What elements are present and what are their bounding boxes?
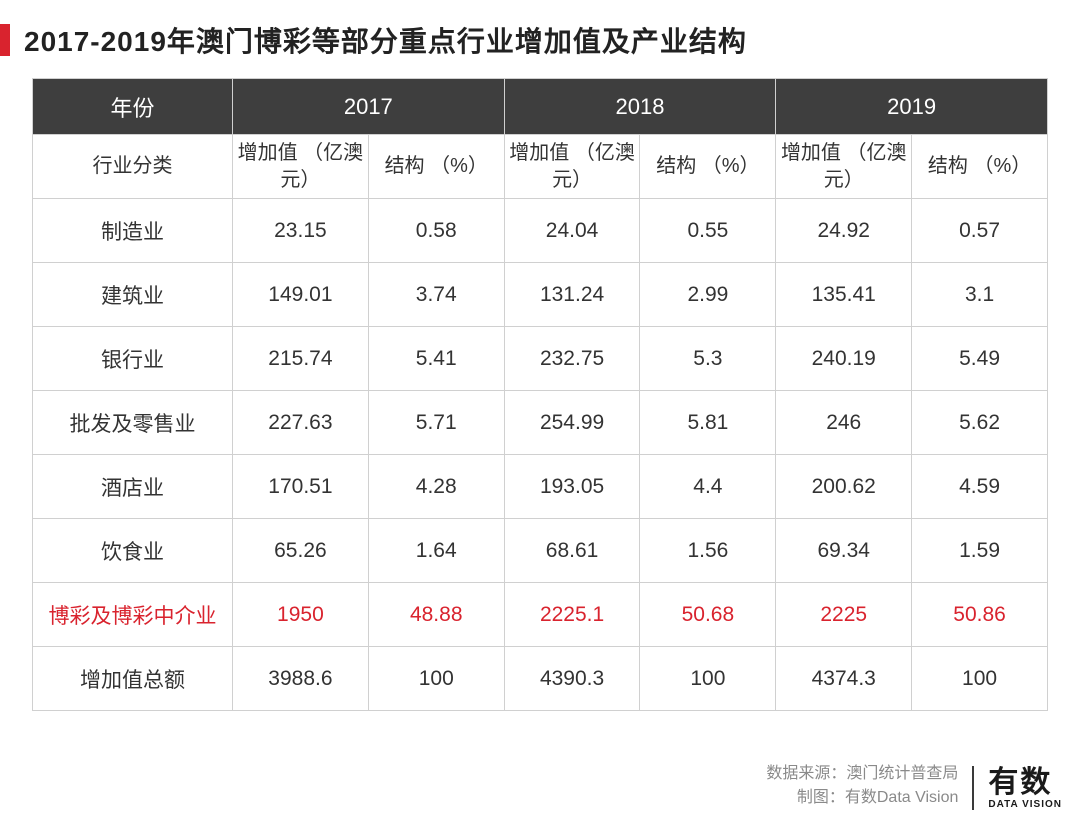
cell: 4390.3 [504, 647, 640, 711]
cell: 48.88 [368, 583, 504, 647]
sub-col-1: 结构 （%） [368, 135, 504, 199]
row-label: 银行业 [33, 327, 233, 391]
cell: 240.19 [776, 327, 912, 391]
cell: 23.15 [233, 199, 369, 263]
header-row: 年份 2017 2018 2019 [33, 79, 1048, 135]
cell: 1.59 [912, 519, 1048, 583]
table-row: 制造业23.150.5824.040.5524.920.57 [33, 199, 1048, 263]
row-label: 饮食业 [33, 519, 233, 583]
industry-table: 年份 2017 2018 2019 行业分类 增加值 （亿澳元） 结构 （%） … [32, 78, 1048, 711]
header-year-2: 2019 [776, 79, 1048, 135]
cell: 232.75 [504, 327, 640, 391]
cell: 3988.6 [233, 647, 369, 711]
footer-text: 数据来源：澳门统计普查局 制图：有数Data Vision [766, 762, 958, 810]
cell: 0.57 [912, 199, 1048, 263]
logo: 有数 DATA VISION [988, 768, 1062, 810]
cell: 100 [912, 647, 1048, 711]
sub-col-0: 增加值 （亿澳元） [233, 135, 369, 199]
cell: 2.99 [640, 263, 776, 327]
title-bar: 2017-2019年澳门博彩等部分重点行业增加值及产业结构 [0, 0, 1080, 78]
table-row: 银行业215.745.41232.755.3240.195.49 [33, 327, 1048, 391]
cell: 100 [368, 647, 504, 711]
cell: 0.58 [368, 199, 504, 263]
cell: 4.28 [368, 455, 504, 519]
table-row: 建筑业149.013.74131.242.99135.413.1 [33, 263, 1048, 327]
cell: 100 [640, 647, 776, 711]
cell: 3.1 [912, 263, 1048, 327]
header-year-label: 年份 [33, 79, 233, 135]
cell: 5.81 [640, 391, 776, 455]
cell: 3.74 [368, 263, 504, 327]
cell: 5.41 [368, 327, 504, 391]
cell: 193.05 [504, 455, 640, 519]
table-row: 酒店业170.514.28193.054.4200.624.59 [33, 455, 1048, 519]
header-year-1: 2018 [504, 79, 776, 135]
cell: 24.04 [504, 199, 640, 263]
cell: 170.51 [233, 455, 369, 519]
cell: 24.92 [776, 199, 912, 263]
sub-header-row: 行业分类 增加值 （亿澳元） 结构 （%） 增加值 （亿澳元） 结构 （%） 增… [33, 135, 1048, 199]
sub-col-5: 结构 （%） [912, 135, 1048, 199]
cell: 50.68 [640, 583, 776, 647]
table-container: 年份 2017 2018 2019 行业分类 增加值 （亿澳元） 结构 （%） … [0, 78, 1080, 711]
cell: 254.99 [504, 391, 640, 455]
cell: 200.62 [776, 455, 912, 519]
cell: 5.71 [368, 391, 504, 455]
cell: 4.4 [640, 455, 776, 519]
cell: 5.62 [912, 391, 1048, 455]
table-body: 行业分类 增加值 （亿澳元） 结构 （%） 增加值 （亿澳元） 结构 （%） 增… [33, 135, 1048, 711]
sub-header-category: 行业分类 [33, 135, 233, 199]
cell: 1950 [233, 583, 369, 647]
row-label: 酒店业 [33, 455, 233, 519]
cell: 246 [776, 391, 912, 455]
sub-col-2: 增加值 （亿澳元） [504, 135, 640, 199]
cell: 149.01 [233, 263, 369, 327]
cell: 227.63 [233, 391, 369, 455]
source-line: 数据来源：澳门统计普查局 [766, 762, 958, 786]
cell: 2225.1 [504, 583, 640, 647]
cell: 5.3 [640, 327, 776, 391]
cell: 4374.3 [776, 647, 912, 711]
chart-by-line: 制图：有数Data Vision [766, 786, 958, 810]
row-label: 建筑业 [33, 263, 233, 327]
sub-col-3: 结构 （%） [640, 135, 776, 199]
cell: 65.26 [233, 519, 369, 583]
cell: 131.24 [504, 263, 640, 327]
page-title: 2017-2019年澳门博彩等部分重点行业增加值及产业结构 [24, 20, 747, 60]
cell: 1.64 [368, 519, 504, 583]
table-row: 饮食业65.261.6468.611.5669.341.59 [33, 519, 1048, 583]
sub-col-4: 增加值 （亿澳元） [776, 135, 912, 199]
cell: 69.34 [776, 519, 912, 583]
cell: 215.74 [233, 327, 369, 391]
cell: 0.55 [640, 199, 776, 263]
footer-divider [972, 766, 974, 810]
table-row: 增加值总额3988.61004390.31004374.3100 [33, 647, 1048, 711]
cell: 4.59 [912, 455, 1048, 519]
logo-cn: 有数 [988, 768, 1052, 798]
row-label: 博彩及博彩中介业 [33, 583, 233, 647]
footer: 数据来源：澳门统计普查局 制图：有数Data Vision 有数 DATA VI… [766, 762, 1062, 810]
table-row: 批发及零售业227.635.71254.995.812465.62 [33, 391, 1048, 455]
table-row: 博彩及博彩中介业195048.882225.150.68222550.86 [33, 583, 1048, 647]
cell: 5.49 [912, 327, 1048, 391]
cell: 135.41 [776, 263, 912, 327]
accent-bar [0, 24, 10, 56]
cell: 1.56 [640, 519, 776, 583]
cell: 68.61 [504, 519, 640, 583]
cell: 50.86 [912, 583, 1048, 647]
row-label: 制造业 [33, 199, 233, 263]
cell: 2225 [776, 583, 912, 647]
row-label: 批发及零售业 [33, 391, 233, 455]
logo-en: DATA VISION [988, 800, 1062, 810]
header-year-0: 2017 [233, 79, 505, 135]
row-label: 增加值总额 [33, 647, 233, 711]
